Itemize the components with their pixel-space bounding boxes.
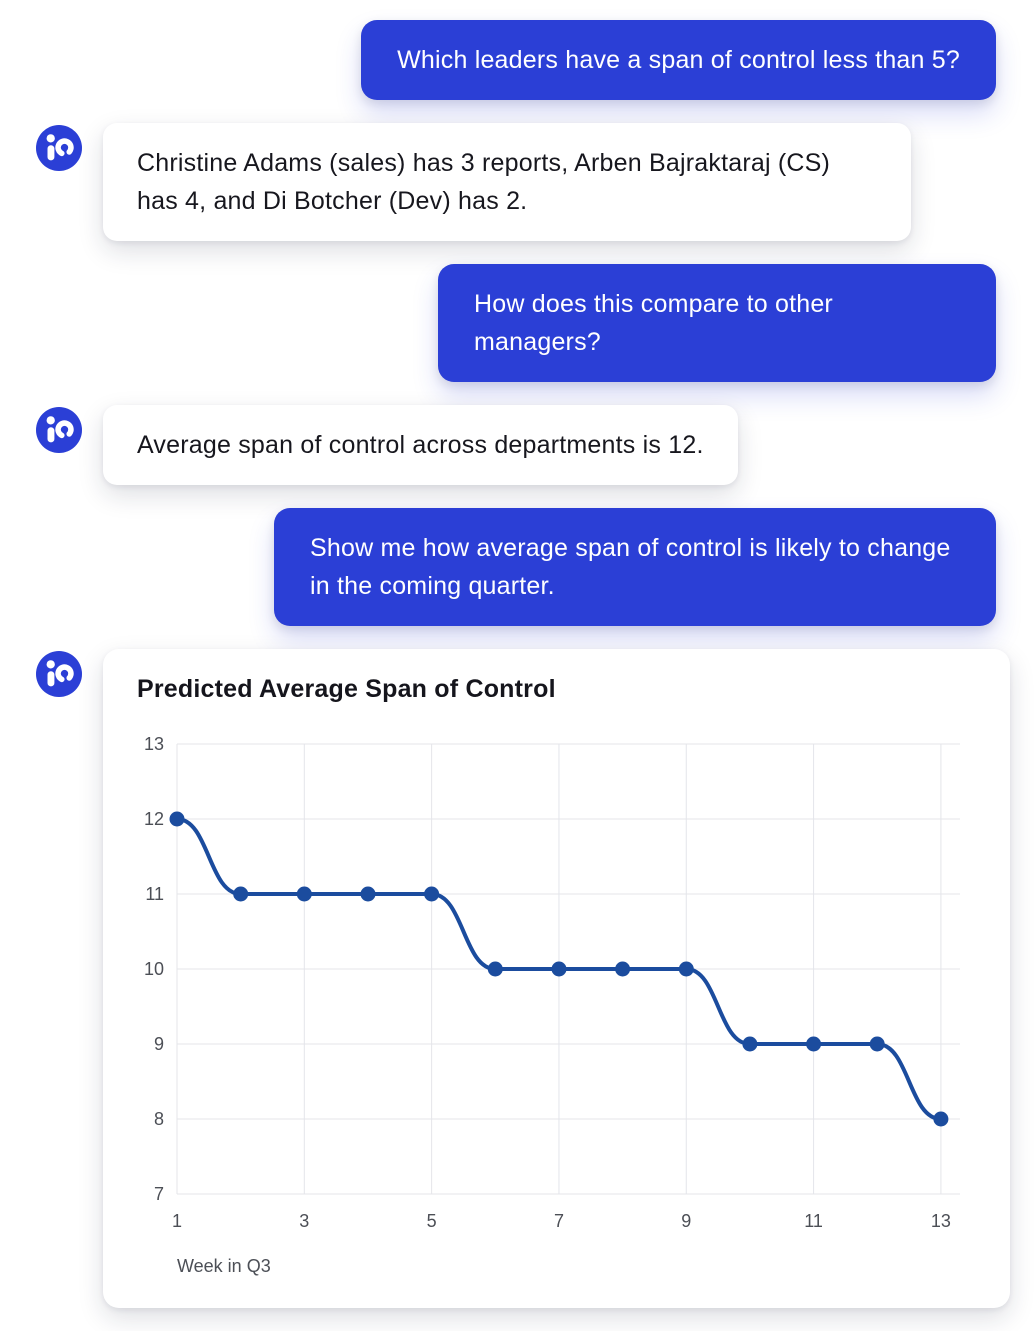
- user-message: Show me how average span of control is l…: [274, 508, 996, 626]
- bot-avatar-icon: [36, 125, 82, 171]
- x-tick-label: 7: [554, 1211, 564, 1231]
- data-point: [678, 961, 694, 977]
- data-point: [933, 1111, 949, 1127]
- data-point: [296, 886, 312, 902]
- chart-title: Predicted Average Span of Control: [137, 675, 556, 703]
- message-row: Which leaders have a span of control les…: [0, 20, 1034, 100]
- y-tick-label: 13: [144, 734, 164, 754]
- data-point: [487, 961, 503, 977]
- y-tick-label: 9: [154, 1034, 164, 1054]
- x-tick-label: 1: [172, 1211, 182, 1231]
- span-of-control-chart-card: Predicted Average Span of Control 7 8 9 10 1…: [103, 649, 1010, 1308]
- data-point: [742, 1036, 758, 1052]
- bot-avatar-icon: [36, 407, 82, 453]
- x-tick-label: 11: [804, 1211, 823, 1231]
- bot-message: Christine Adams (sales) has 3 reports, A…: [103, 123, 911, 241]
- user-message: Which leaders have a span of control les…: [361, 20, 996, 100]
- x-tick-label: 3: [299, 1211, 309, 1231]
- message-row: Christine Adams (sales) has 3 reports, A…: [0, 123, 1034, 241]
- x-tick-label: 9: [681, 1211, 691, 1231]
- y-tick-label: 10: [144, 959, 164, 979]
- y-tick-label: 12: [144, 809, 164, 829]
- user-message-text: Which leaders have a span of control les…: [397, 46, 960, 74]
- user-message-text: Show me how average span of control is l…: [310, 534, 951, 600]
- data-point: [806, 1036, 822, 1052]
- data-point: [424, 886, 440, 902]
- data-point: [551, 961, 567, 977]
- y-tick-label: 7: [154, 1184, 164, 1204]
- bot-message: Average span of control across departmen…: [103, 405, 738, 485]
- message-row: How does this compare to other managers?: [0, 264, 1034, 382]
- message-row: Show me how average span of control is l…: [0, 508, 1034, 626]
- bot-message-text: Christine Adams (sales) has 3 reports, A…: [137, 149, 831, 215]
- message-row: Predicted Average Span of Control 7 8 9 10 1…: [0, 649, 1034, 1308]
- data-point: [869, 1036, 885, 1052]
- x-axis-label: Week in Q3: [177, 1256, 271, 1276]
- bot-avatar-icon: [36, 651, 82, 697]
- y-tick-label: 11: [145, 884, 164, 904]
- user-message-text: How does this compare to other managers?: [474, 290, 833, 356]
- x-tick-label: 13: [931, 1211, 951, 1231]
- data-point: [169, 811, 185, 827]
- bot-message-text: Average span of control across departmen…: [137, 431, 704, 459]
- y-tick-label: 8: [154, 1109, 164, 1129]
- message-row: Average span of control across departmen…: [0, 405, 1034, 485]
- x-tick-label: 5: [427, 1211, 437, 1231]
- user-message: How does this compare to other managers?: [438, 264, 996, 382]
- data-point: [360, 886, 376, 902]
- data-point: [233, 886, 249, 902]
- data-point: [615, 961, 631, 977]
